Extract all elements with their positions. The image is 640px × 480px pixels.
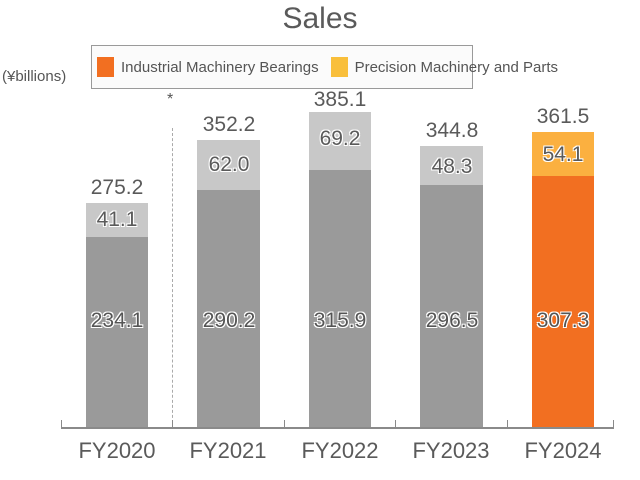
bearings-label-fy2024: 307.3 (536, 309, 590, 332)
bar-fy2020-precision (86, 203, 148, 237)
bar-fy2021-bearings (197, 190, 260, 428)
total-label-fy2021: 352.2 (202, 113, 256, 136)
bar-fy2020-bearings (86, 237, 148, 428)
precision-label-fy2024: 54.1 (542, 143, 584, 166)
x-axis-tick (61, 420, 62, 428)
bearings-label-fy2023: 296.5 (425, 309, 479, 332)
x-axis-line (61, 427, 614, 429)
y-axis-unit-label: (¥billions) (2, 68, 67, 85)
bar-fy2023-bearings (420, 185, 483, 428)
x-axis-tick (284, 420, 285, 428)
total-label-fy2022: 385.1 (313, 88, 367, 111)
x-label-fy2024: FY2024 (524, 438, 602, 463)
x-axis-tick (507, 420, 508, 428)
x-label-fy2022: FY2022 (301, 438, 379, 463)
legend-item-bearings: Industrial Machinery Bearings (97, 57, 319, 77)
total-label-fy2020: 275.2 (90, 176, 144, 199)
precision-label-fy2023: 48.3 (431, 155, 473, 178)
bearings-label-fy2020: 234.1 (90, 309, 144, 332)
legend-swatch-precision (330, 57, 348, 77)
bearings-label-fy2022: 315.9 (313, 309, 367, 332)
x-axis-tick (613, 420, 614, 428)
bearings-label-fy2021: 290.2 (202, 309, 256, 332)
bar-fy2024-bearings (532, 176, 594, 428)
bar-fy2021-precision (197, 140, 260, 190)
x-axis-tick (395, 420, 396, 428)
period-divider-dashed-line (172, 128, 173, 428)
legend-label-bearings: Industrial Machinery Bearings (121, 58, 319, 76)
legend-label-precision: Precision Machinery and Parts (354, 58, 559, 76)
bar-fy2024-precision (532, 132, 594, 176)
divider-note: * (167, 91, 174, 108)
x-label-fy2023: FY2023 (412, 438, 490, 463)
legend-swatch-bearings (97, 57, 114, 77)
legend-item-precision: Precision Machinery and Parts (330, 57, 559, 77)
total-label-fy2023: 344.8 (425, 119, 479, 142)
precision-label-fy2021: 62.0 (208, 153, 250, 176)
legend: Industrial Machinery Bearings Precision … (91, 45, 558, 89)
precision-label-fy2020: 41.1 (96, 208, 138, 231)
chart-title: Sales (282, 2, 358, 35)
x-axis-tick (172, 420, 173, 428)
x-label-fy2020: FY2020 (78, 438, 156, 463)
bar-fy2022-precision (309, 112, 371, 170)
total-label-fy2024: 361.5 (536, 105, 590, 128)
x-label-fy2021: FY2021 (189, 438, 267, 463)
bar-fy2023-precision (420, 146, 483, 185)
precision-label-fy2022: 69.2 (319, 127, 361, 150)
bar-fy2022-bearings (309, 170, 371, 428)
